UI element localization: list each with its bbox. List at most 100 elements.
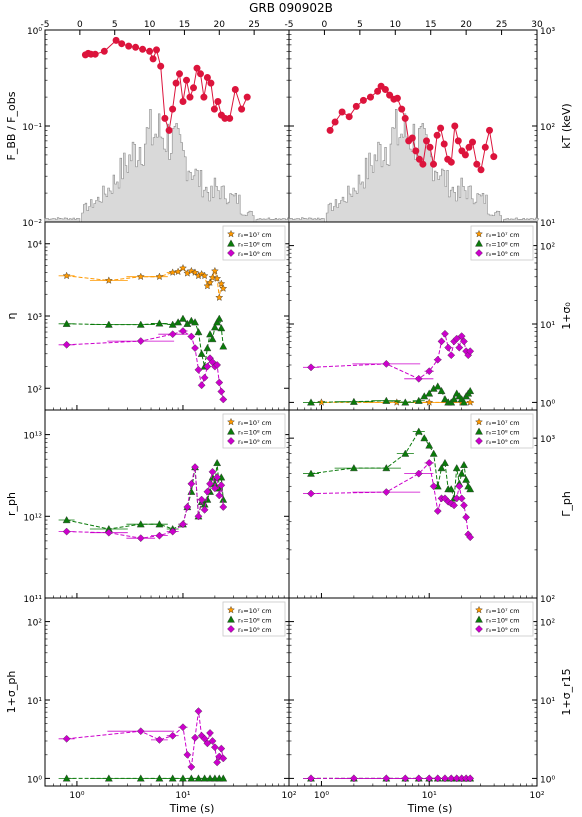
legend-label: r₀=10⁸ cm <box>238 241 272 249</box>
data-point <box>317 398 326 406</box>
legend-marker <box>475 239 483 247</box>
y-tick-label: 10¹² <box>23 513 42 523</box>
data-point <box>197 70 204 78</box>
y-tick-label: 10³ <box>540 435 555 445</box>
legend-label: r₀=10⁸ cm <box>486 617 520 625</box>
data-point <box>203 281 212 290</box>
x-axis-label-left: Time (s) <box>169 802 215 815</box>
legend-marker <box>475 615 483 623</box>
panel-sig15: 10⁰ 10¹ 10² 1+σ_r15 r₀=10⁷ cm r₀=10⁸ cmr₀=10⁹… <box>288 597 573 787</box>
legend-label: r₀=10⁹ cm <box>238 626 272 634</box>
data-point <box>429 449 438 457</box>
x-axis: 10⁰ 10¹ 10² <box>44 781 297 801</box>
data-point <box>219 754 228 763</box>
data-point <box>179 98 187 105</box>
data-point <box>359 96 367 104</box>
data-point <box>466 398 475 406</box>
data-point <box>307 774 315 783</box>
legend-marker <box>475 427 483 435</box>
x-axis <box>44 405 290 410</box>
data-point <box>215 314 224 322</box>
data-point <box>213 473 222 482</box>
data-point <box>62 319 71 327</box>
data-point <box>132 43 140 51</box>
panel-fbb: 10⁻² 10⁻¹ 10⁰ F_BB / F_obs <box>5 27 292 229</box>
data-point <box>486 126 493 134</box>
x-tick-label: 10¹ <box>175 791 190 801</box>
data-point <box>414 774 423 783</box>
x-tick-label: 10⁰ <box>314 791 329 801</box>
data-point <box>168 320 177 328</box>
data-point <box>425 459 434 467</box>
x-tick-label: 10² <box>281 791 296 801</box>
data-point <box>207 79 215 87</box>
data-point <box>433 382 442 390</box>
data-point <box>231 86 239 93</box>
y-tick-label: 10² <box>27 619 42 629</box>
data-point <box>183 76 190 84</box>
y-tick-label: 10² <box>27 385 42 395</box>
top-tick-label: 5 <box>112 20 118 30</box>
data-point <box>208 335 217 343</box>
data-point <box>215 378 224 387</box>
data-point <box>419 160 427 168</box>
data-point <box>441 395 449 403</box>
legend-marker <box>227 605 235 614</box>
y-axis-label: Γ_ph <box>560 491 573 517</box>
data-point <box>481 143 489 151</box>
data-point <box>466 533 475 542</box>
legend-marker <box>475 437 483 445</box>
legend-label: r₀=10⁸ cm <box>238 617 272 625</box>
data-point <box>183 750 192 759</box>
data-point <box>465 143 473 151</box>
data-point <box>408 134 416 142</box>
data-point <box>191 463 199 471</box>
data-point <box>382 396 391 404</box>
data-point <box>398 105 406 113</box>
data-point <box>203 74 211 81</box>
data-point <box>414 427 423 435</box>
data-point <box>179 723 187 732</box>
data-point <box>477 166 485 174</box>
data-point <box>437 337 446 346</box>
data-point <box>381 86 389 93</box>
data-point <box>426 143 434 151</box>
data-point <box>349 464 358 472</box>
legend-label: r₀=10⁷ cm <box>238 607 272 615</box>
data-point <box>194 365 203 374</box>
data-point <box>174 267 182 276</box>
data-point <box>176 70 183 78</box>
data-point <box>136 272 145 281</box>
legend-label: r₀=10⁷ cm <box>486 607 520 615</box>
series-line-sigph-1 <box>66 711 224 768</box>
x-axis <box>288 405 538 410</box>
data-point <box>194 707 203 716</box>
top-tick-label: -5 <box>285 20 294 30</box>
x-tick-label: 10¹ <box>422 791 437 801</box>
top-axis: -5 0 5 10 15 20 25 30 <box>285 20 543 35</box>
data-point <box>161 114 169 122</box>
data-point <box>382 488 391 496</box>
data-point <box>155 319 164 327</box>
data-point <box>447 158 455 166</box>
data-point <box>433 131 441 139</box>
top-tick-label: 25 <box>248 20 259 30</box>
data-point <box>349 397 358 405</box>
data-point <box>219 774 228 782</box>
data-point <box>462 513 471 522</box>
data-point <box>441 774 449 783</box>
y-tick-label: 10⁻¹ <box>22 123 42 133</box>
top-axis: -5 0 5 10 15 20 25 <box>41 20 260 35</box>
legend-marker <box>227 615 235 623</box>
data-point <box>441 458 449 466</box>
data-point <box>238 105 246 113</box>
data-point <box>62 734 71 743</box>
data-point <box>412 147 420 155</box>
data-point <box>187 487 196 495</box>
y-tick-label: 10¹ <box>540 321 555 331</box>
data-point <box>191 733 199 742</box>
data-point <box>200 271 209 280</box>
y-axis-label: η <box>5 312 18 319</box>
legend-marker <box>227 437 235 445</box>
